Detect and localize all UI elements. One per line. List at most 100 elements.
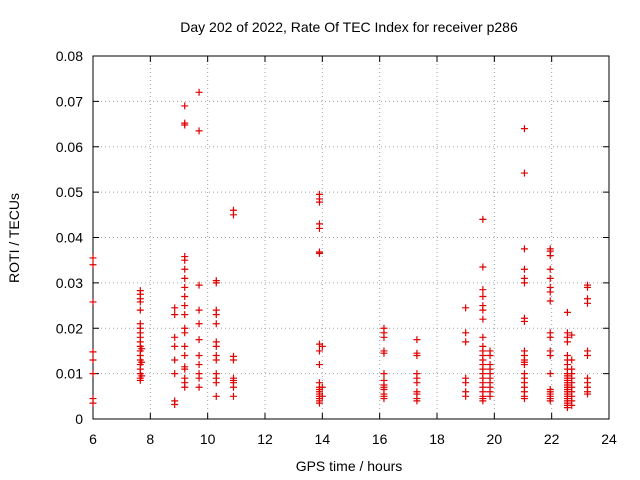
data-point <box>89 348 97 356</box>
data-point <box>318 383 326 391</box>
data-point <box>229 383 237 391</box>
data-point <box>195 336 203 344</box>
data-point <box>138 358 146 366</box>
data-point <box>181 283 189 291</box>
y-tick-label: 0 <box>75 411 83 427</box>
x-tick-label: 6 <box>89 431 97 447</box>
data-point <box>212 379 220 387</box>
data-point <box>520 169 528 177</box>
x-tick-labels: 6 8 10 12 14 16 18 20 22 24 <box>89 431 617 447</box>
data-point <box>520 125 528 133</box>
x-tick-label: 24 <box>601 431 617 447</box>
data-point <box>315 347 323 355</box>
data-point <box>584 283 591 291</box>
grid-lines <box>93 56 609 419</box>
data-point <box>89 254 97 262</box>
data-point <box>195 88 203 96</box>
data-point <box>171 370 179 378</box>
data-point <box>380 349 388 357</box>
data-point <box>318 392 326 400</box>
data-point <box>479 292 487 300</box>
data-point <box>520 395 528 403</box>
data-point <box>520 245 528 253</box>
chart-title: Day 202 of 2022, Rate Of TEC Index for r… <box>180 19 518 35</box>
data-point <box>584 390 591 398</box>
data-point <box>212 392 220 400</box>
data-point <box>315 249 323 257</box>
y-tick-label: 0.05 <box>56 184 83 200</box>
data-point <box>89 370 97 378</box>
data-point <box>315 224 323 232</box>
data-point <box>138 372 146 380</box>
data-point <box>171 400 179 408</box>
data-point <box>315 399 323 407</box>
data-point <box>181 121 189 129</box>
data-point <box>181 311 189 319</box>
data-point <box>380 395 388 403</box>
data-point <box>520 265 528 273</box>
data-point <box>520 361 528 369</box>
data-point <box>136 376 144 384</box>
data-point <box>479 263 487 271</box>
data-point <box>89 399 97 407</box>
data-point <box>181 292 189 300</box>
y-tick-labels: 0 0.01 0.02 0.03 0.04 0.05 0.06 0.07 0.08 <box>56 48 83 427</box>
data-point <box>229 211 237 219</box>
data-points <box>89 88 591 412</box>
data-point <box>171 342 179 350</box>
data-point <box>171 356 179 364</box>
data-point <box>462 304 470 312</box>
data-point <box>462 392 470 400</box>
y-tick-label: 0.04 <box>56 230 83 246</box>
y-tick-label: 0.03 <box>56 275 83 291</box>
data-point <box>479 333 487 341</box>
data-point <box>212 311 220 319</box>
data-point <box>181 102 189 110</box>
data-point <box>546 265 554 273</box>
data-point <box>462 379 470 387</box>
data-point <box>413 379 421 387</box>
data-point <box>413 351 421 359</box>
data-point <box>229 392 237 400</box>
data-point <box>563 308 571 316</box>
data-point <box>479 306 487 314</box>
data-point <box>212 279 220 287</box>
data-point <box>546 274 554 282</box>
data-point <box>413 397 421 405</box>
x-tick-label: 16 <box>372 431 388 447</box>
data-point <box>181 365 189 373</box>
data-point <box>195 383 203 391</box>
data-point <box>195 351 203 359</box>
x-tick-label: 18 <box>429 431 445 447</box>
data-point <box>315 361 323 369</box>
data-point <box>181 302 189 310</box>
x-tick-label: 10 <box>200 431 216 447</box>
data-point <box>462 329 470 337</box>
data-point <box>136 298 144 306</box>
data-point <box>181 351 189 359</box>
data-point <box>563 338 571 346</box>
x-tick-label: 20 <box>487 431 503 447</box>
data-point <box>195 320 203 328</box>
data-point <box>568 401 576 409</box>
x-tick-label: 12 <box>257 431 273 447</box>
data-point <box>546 333 554 341</box>
data-point <box>195 306 203 314</box>
data-point <box>584 299 591 307</box>
x-axis-label: GPS time / hours <box>296 458 403 474</box>
data-point <box>212 356 220 364</box>
x-tick-label: 8 <box>146 431 154 447</box>
data-point <box>546 288 554 296</box>
data-point <box>171 304 179 312</box>
data-point <box>563 404 571 412</box>
data-point <box>195 361 203 369</box>
data-point <box>546 397 554 405</box>
data-point <box>89 298 97 306</box>
data-point <box>486 351 494 359</box>
data-point <box>315 198 323 206</box>
data-point <box>181 329 189 337</box>
data-point <box>584 351 591 359</box>
data-point <box>380 370 388 378</box>
data-point <box>479 397 487 405</box>
